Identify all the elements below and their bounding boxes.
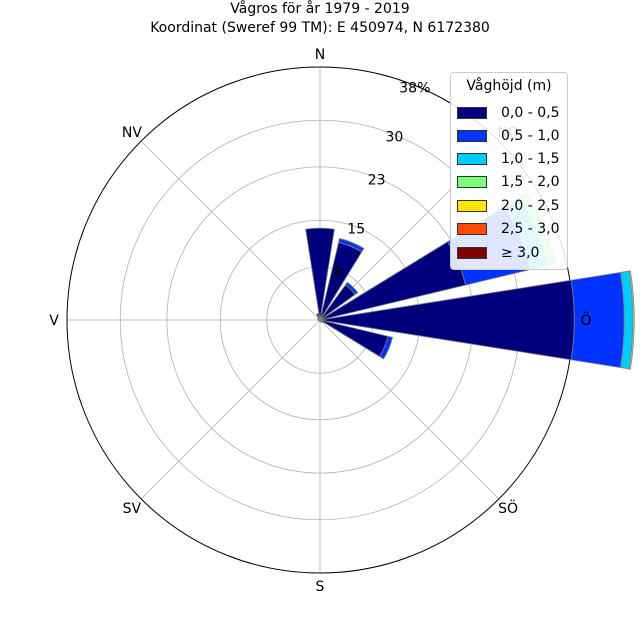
radial-tick-label: 30 <box>386 129 404 145</box>
legend: Våghöjd (m) 0,0 - 0,5 0,5 - 1,0 1,0 - 1,… <box>450 72 568 270</box>
bar-segment <box>338 237 365 253</box>
chart-subtitle: Koordinat (Sweref 99 TM): E 450974, N 61… <box>150 20 490 36</box>
bar-segment <box>305 227 335 321</box>
bar-segment <box>319 279 575 361</box>
legend-label: 0,0 - 0,5 <box>501 105 560 121</box>
direction-label: Ö <box>580 311 591 329</box>
legend-swatch <box>457 223 487 235</box>
grid-spoke <box>140 319 321 500</box>
legend-swatch <box>457 107 487 119</box>
grid-spoke <box>140 140 321 321</box>
bar-segment <box>570 271 625 369</box>
bar-segment <box>628 270 635 370</box>
direction-label: SV <box>123 501 142 517</box>
radial-tick-label: 15 <box>347 222 365 238</box>
radial-tick-label: 38% <box>399 80 430 96</box>
legend-label: 0,5 - 1,0 <box>501 128 560 144</box>
bar-segment <box>379 335 393 360</box>
legend-swatch <box>457 153 487 165</box>
direction-label: N <box>315 47 325 63</box>
legend-label: ≥ 3,0 <box>501 245 540 261</box>
legend-label: 2,5 - 3,0 <box>501 221 560 237</box>
direction-label: S <box>316 579 325 595</box>
bar-segment <box>344 281 359 296</box>
legend-swatch <box>457 176 487 188</box>
direction-label: NV <box>122 125 142 141</box>
direction-label: V <box>49 313 59 329</box>
legend-swatch <box>457 200 487 212</box>
grid-spoke <box>319 319 500 500</box>
legend-label: 1,5 - 2,0 <box>501 174 560 190</box>
direction-label: SÖ <box>498 499 518 517</box>
radial-tick-label: 8 <box>334 265 343 281</box>
legend-swatch <box>457 130 487 142</box>
bar-segment <box>315 313 321 321</box>
legend-swatch <box>457 247 487 259</box>
legend-label: 2,0 - 2,5 <box>501 198 560 214</box>
legend-label: 1,0 - 1,5 <box>501 151 560 167</box>
legend-title: Våghöjd (m) <box>466 78 552 94</box>
chart-title: Vågros för år 1979 - 2019 <box>230 1 410 17</box>
radial-tick-label: 23 <box>368 173 386 189</box>
